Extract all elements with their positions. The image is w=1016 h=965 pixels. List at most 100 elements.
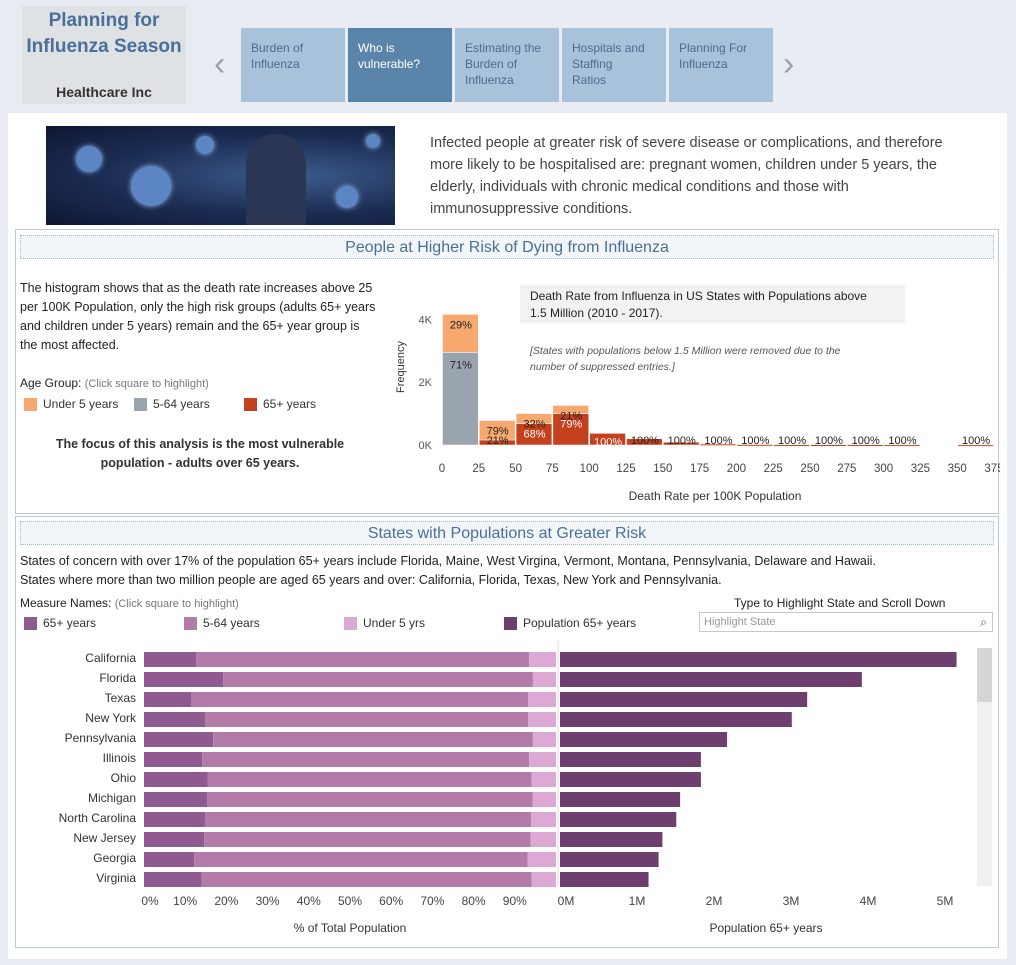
percent-bar-segment[interactable] [204,712,528,727]
tab-0[interactable]: Burden of Influenza [241,28,345,102]
population-bar[interactable] [560,672,862,687]
percent-bar-segment[interactable] [531,812,556,827]
population-bar[interactable] [560,732,728,747]
legend-swatch[interactable] [244,397,257,411]
percent-bar-segment[interactable] [527,852,556,867]
percent-bar-segment[interactable] [144,832,205,847]
state-label[interactable]: Georgia [93,851,136,865]
histogram-bar-segment[interactable] [589,433,626,446]
percent-bar-segment[interactable] [144,852,195,867]
histogram-bar-segment[interactable] [847,444,884,447]
percent-bar-segment[interactable] [144,672,224,687]
percent-bar-segment[interactable] [202,752,530,767]
legend-swatch[interactable] [504,616,517,630]
percent-bar-segment[interactable] [532,672,556,687]
percent-bar-segment[interactable] [191,692,528,707]
histogram-bar-segment[interactable] [773,444,810,447]
state-label[interactable]: Ohio [111,771,137,785]
histogram-bar-segment[interactable] [552,405,589,414]
histogram-bar-segment[interactable] [810,444,847,447]
histogram-bar-segment[interactable] [626,438,663,446]
population-bar[interactable] [560,772,701,787]
legend-swatch[interactable] [24,616,37,630]
measure-legend-item[interactable]: 65+ years [24,616,96,630]
percent-bar-segment[interactable] [530,832,556,847]
histogram-bar-segment[interactable] [663,441,700,446]
search-icon[interactable]: ⌕ [980,615,987,629]
percent-bar-segment[interactable] [204,812,532,827]
percent-bar-segment[interactable] [531,772,556,787]
measure-legend-item[interactable]: Population 65+ years [504,616,636,630]
histogram-bar-segment[interactable] [552,413,589,446]
population-bar[interactable] [560,652,957,667]
population-bar[interactable] [560,812,677,827]
tab-3[interactable]: Hospitals and Staffing Ratios [562,28,666,102]
states-scrollbar[interactable] [977,648,992,886]
percent-bar-segment[interactable] [144,692,192,707]
percent-bar-segment[interactable] [144,792,208,807]
percent-bar-segment[interactable] [529,652,556,667]
state-label[interactable]: Illinois [103,751,136,765]
population-bar[interactable] [560,792,681,807]
percent-bar-segment[interactable] [144,732,214,747]
legend-swatch[interactable] [134,397,147,411]
percent-bar-segment[interactable] [144,812,205,827]
state-label[interactable]: New York [85,711,137,725]
percent-bar-segment[interactable] [532,732,556,747]
highlight-state-input[interactable]: Highlight State ⌕ [699,612,993,632]
percent-bar-segment[interactable] [531,872,556,887]
percent-bar-segment[interactable] [194,852,528,867]
state-label[interactable]: New Jersey [73,831,136,845]
population-bar[interactable] [560,752,701,767]
percent-bar-segment[interactable] [144,772,208,787]
state-label[interactable]: Florida [99,671,136,685]
legend-swatch[interactable] [24,397,37,411]
chevron-right-icon[interactable]: › [783,45,795,83]
percent-bar-segment[interactable] [196,652,530,667]
percent-bar-segment[interactable] [207,792,533,807]
percent-bar-segment[interactable] [213,732,533,747]
legend-swatch[interactable] [184,616,197,630]
measure-legend-item[interactable]: 5-64 years [184,616,260,630]
state-label[interactable]: Pennsylvania [65,731,137,745]
population-bar[interactable] [560,832,663,847]
population-bar[interactable] [560,872,649,887]
legend-swatch[interactable] [344,616,357,630]
measure-legend-item[interactable]: Under 5 yrs [344,616,425,630]
histogram-bar-segment[interactable] [957,444,994,447]
population-bar[interactable] [560,852,659,867]
histogram-bar-segment[interactable] [515,413,553,424]
age-legend-item[interactable]: 5-64 years [134,397,210,411]
state-label[interactable]: Virginia [96,871,136,885]
percent-bar-segment[interactable] [532,792,556,807]
percent-bar-segment[interactable] [207,772,532,787]
population-bar[interactable] [560,692,808,707]
tab-4[interactable]: Planning For Influenza [669,28,773,102]
state-label[interactable]: North Carolina [59,811,137,825]
percent-bar-segment[interactable] [144,712,205,727]
percent-bar-segment[interactable] [204,832,531,847]
state-label[interactable]: Michigan [88,791,136,805]
percent-bar-segment[interactable] [527,692,556,707]
scrollbar-thumb[interactable] [977,648,992,702]
percent-bar-segment[interactable] [144,872,202,887]
age-legend-item[interactable]: Under 5 years [24,397,118,411]
percent-bar-segment[interactable] [144,652,197,667]
histogram-bar-segment[interactable] [699,443,737,446]
state-label[interactable]: California [85,651,136,665]
histogram-bar-segment[interactable] [479,420,516,441]
state-label[interactable]: Texas [105,691,136,705]
percent-bar-segment[interactable] [201,872,532,887]
percent-bar-segment[interactable] [144,752,203,767]
percent-bar-segment[interactable] [529,752,556,767]
tab-1[interactable]: Who is vulnerable? [348,28,452,102]
histogram-bar-segment[interactable] [736,444,773,447]
histogram-bar-segment[interactable] [442,314,479,353]
histogram-bar-segment[interactable] [883,444,921,447]
age-legend-item[interactable]: 65+ years [244,397,316,411]
population-bar[interactable] [560,712,792,727]
tab-2[interactable]: Estimating the Burden of Influenza [455,28,559,102]
chevron-left-icon[interactable]: ‹ [214,45,226,83]
percent-bar-segment[interactable] [527,712,556,727]
percent-bar-segment[interactable] [223,672,533,687]
